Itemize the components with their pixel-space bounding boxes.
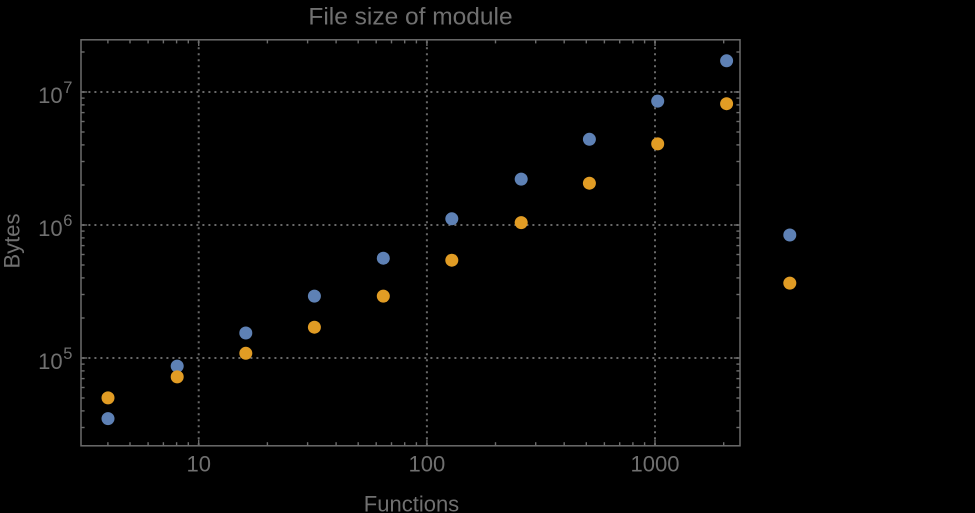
- svg-text:1000: 1000: [631, 452, 680, 477]
- svg-text:Functions: Functions: [364, 492, 459, 513]
- svg-text:6: 6: [63, 212, 72, 230]
- svg-text:File size of module: File size of module: [308, 3, 512, 30]
- svg-text:Bytes: Bytes: [0, 213, 25, 268]
- svg-text:7: 7: [63, 79, 72, 97]
- svg-text:10: 10: [38, 216, 62, 241]
- svg-text:10: 10: [38, 83, 62, 108]
- svg-text:10: 10: [38, 349, 62, 374]
- svg-text:5: 5: [63, 345, 72, 363]
- svg-text:100: 100: [409, 452, 446, 477]
- svg-text:10: 10: [186, 452, 210, 477]
